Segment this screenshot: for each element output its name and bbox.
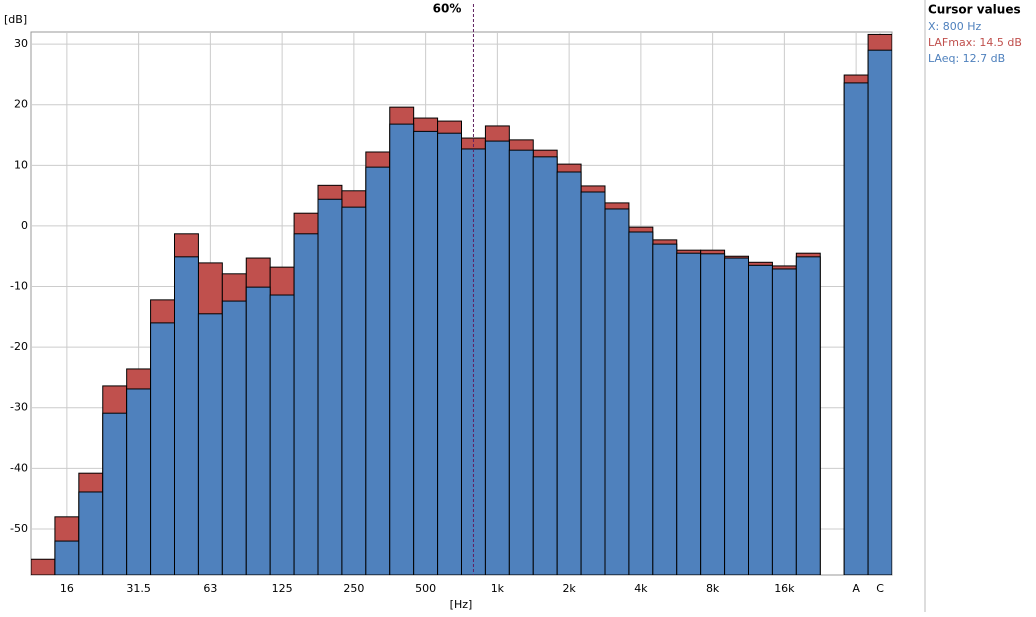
x-tick-label: 16 bbox=[60, 582, 74, 595]
cursor-laeq: LAeq: 12.7 dB bbox=[928, 52, 1005, 65]
bar bbox=[389, 123, 415, 575]
bar bbox=[317, 198, 343, 575]
bar bbox=[197, 313, 223, 575]
cursor-title: Cursor values bbox=[928, 3, 1021, 17]
bar bbox=[700, 253, 726, 575]
bar bbox=[676, 252, 702, 575]
y-tick-label: 0 bbox=[21, 219, 28, 232]
y-tick-label: 30 bbox=[14, 37, 28, 50]
bar bbox=[628, 231, 654, 575]
bar bbox=[532, 156, 558, 575]
bar bbox=[724, 257, 749, 575]
y-axis-label: [dB] bbox=[4, 13, 27, 26]
bar bbox=[795, 256, 821, 575]
bar bbox=[31, 558, 56, 575]
y-tick-label: -20 bbox=[10, 340, 28, 353]
bar bbox=[484, 140, 510, 575]
bar bbox=[293, 233, 319, 575]
bar bbox=[771, 268, 797, 575]
y-tick-label: -30 bbox=[10, 401, 28, 414]
bar bbox=[652, 243, 678, 575]
bars bbox=[31, 33, 892, 575]
bar bbox=[341, 206, 367, 575]
bar bbox=[867, 49, 892, 575]
x-tick-label: A bbox=[852, 582, 860, 595]
bar bbox=[437, 132, 463, 575]
bar bbox=[102, 412, 128, 575]
bar bbox=[126, 388, 152, 575]
bar bbox=[580, 191, 606, 575]
bar bbox=[413, 130, 439, 575]
x-tick-label: 250 bbox=[343, 582, 364, 595]
bar bbox=[748, 264, 773, 575]
bar bbox=[604, 208, 630, 575]
bar bbox=[54, 540, 80, 575]
x-tick-label: 16k bbox=[774, 582, 795, 595]
bar bbox=[150, 322, 175, 575]
x-tick-label: 500 bbox=[415, 582, 436, 595]
chart-title: 60% bbox=[433, 2, 462, 16]
bar bbox=[174, 256, 199, 575]
x-tick-label: 125 bbox=[272, 582, 293, 595]
bar bbox=[365, 166, 391, 575]
y-tick-label: -10 bbox=[10, 280, 28, 293]
y-tick-label: -40 bbox=[10, 461, 28, 474]
x-tick-label: C bbox=[876, 582, 884, 595]
x-tick-label: 1k bbox=[491, 582, 505, 595]
bar bbox=[843, 82, 869, 575]
cursor-x: X: 800 Hz bbox=[928, 20, 982, 33]
bar bbox=[556, 171, 582, 575]
x-tick-label: 8k bbox=[706, 582, 720, 595]
bar bbox=[221, 300, 247, 575]
y-tick-label: 10 bbox=[14, 158, 28, 171]
bar bbox=[78, 491, 104, 575]
y-tick-label: 20 bbox=[14, 98, 28, 111]
x-tick-label: 4k bbox=[634, 582, 648, 595]
x-tick-label: 31.5 bbox=[126, 582, 151, 595]
x-tick-label: 2k bbox=[562, 582, 576, 595]
bar bbox=[245, 286, 271, 575]
bar bbox=[508, 149, 534, 575]
x-tick-label: 63 bbox=[203, 582, 217, 595]
y-tick-label: -50 bbox=[10, 522, 28, 535]
x-axis-label: [Hz] bbox=[450, 598, 473, 611]
cursor-lafmax: LAFmax: 14.5 dB bbox=[928, 36, 1022, 49]
bar bbox=[269, 294, 295, 575]
